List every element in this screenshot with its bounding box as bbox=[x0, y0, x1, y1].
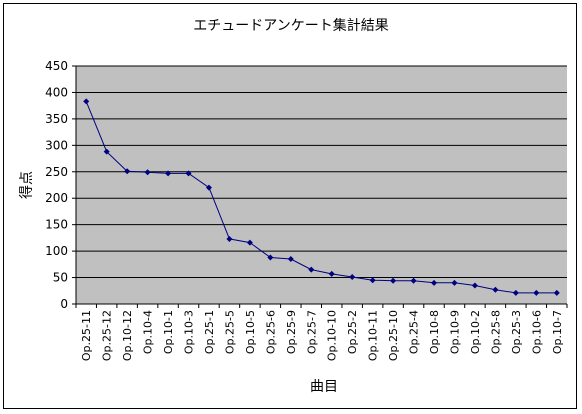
data-point bbox=[144, 169, 151, 176]
x-tick-label: Op.10-2 bbox=[469, 310, 482, 354]
plot-area bbox=[76, 66, 567, 304]
y-tick-label: 300 bbox=[45, 138, 68, 152]
x-tick-label: Op.10-6 bbox=[530, 310, 543, 354]
y-tick-label: 0 bbox=[60, 297, 68, 311]
x-tick-label: Op.25-8 bbox=[489, 310, 502, 354]
x-tick-label: Op.25-11 bbox=[80, 310, 93, 361]
x-tick-label: Op.10-11 bbox=[367, 310, 380, 361]
data-point bbox=[205, 184, 212, 191]
data-point bbox=[246, 239, 253, 246]
x-tick-label: Op.25-12 bbox=[101, 310, 114, 361]
y-tick-label: 200 bbox=[45, 191, 68, 205]
x-tick-label: Op.25-10 bbox=[387, 310, 400, 361]
series bbox=[83, 98, 560, 296]
data-point bbox=[165, 170, 172, 177]
y-tick-labels: 0 50 100 150 200 250 300 350 400 450 bbox=[45, 59, 76, 311]
x-tick-label: Op.10-3 bbox=[183, 310, 196, 354]
y-tick-label: 250 bbox=[45, 165, 68, 179]
x-tick-label: Op.10-9 bbox=[448, 310, 461, 354]
data-point bbox=[553, 289, 560, 296]
x-tick-label: Op.25-4 bbox=[408, 310, 421, 354]
data-point bbox=[267, 254, 274, 261]
y-tick-label: 50 bbox=[53, 271, 68, 285]
y-tick-label: 400 bbox=[45, 85, 68, 99]
data-point bbox=[512, 289, 519, 296]
data-point bbox=[226, 235, 233, 242]
x-tick-label: Op.10-12 bbox=[121, 310, 134, 361]
y-axis-label: 得点 bbox=[18, 171, 35, 199]
data-point bbox=[431, 279, 438, 286]
x-tick-label: Op.10-4 bbox=[142, 310, 155, 354]
x-tick-label: Op.25-6 bbox=[264, 310, 277, 354]
data-point bbox=[83, 98, 90, 105]
grid-lines bbox=[76, 65, 567, 279]
data-point bbox=[328, 270, 335, 277]
y-tick-label: 350 bbox=[45, 112, 68, 126]
x-tick-label: Op.10-8 bbox=[428, 310, 441, 354]
data-point bbox=[308, 266, 315, 273]
y-tick-label: 100 bbox=[45, 244, 68, 258]
x-tick-label: Op.10-10 bbox=[326, 310, 339, 361]
x-tick-label: Op.10-1 bbox=[162, 310, 175, 354]
x-tick-label: Op.10-7 bbox=[551, 310, 564, 354]
data-point bbox=[287, 256, 294, 263]
x-tick-label: Op.25-5 bbox=[223, 310, 236, 354]
x-tick-labels: Op.25-11 Op.25-12 Op.10-12 Op.10-4 Op.10-1 Op… bbox=[75, 304, 568, 361]
data-point bbox=[103, 148, 110, 155]
data-point bbox=[492, 286, 499, 293]
chart-title: エチュードアンケート集計結果 bbox=[193, 17, 388, 34]
data-point bbox=[471, 282, 478, 289]
data-point bbox=[533, 289, 540, 296]
x-axis-label: 曲目 bbox=[310, 379, 338, 395]
x-tick-label: Op.25-9 bbox=[285, 310, 298, 354]
x-tick-label: Op.10-5 bbox=[244, 310, 257, 354]
y-tick-label: 150 bbox=[45, 218, 68, 232]
x-tick-label: Op.25-2 bbox=[346, 310, 359, 354]
data-point bbox=[451, 279, 458, 286]
data-point bbox=[124, 168, 131, 175]
data-point bbox=[410, 277, 417, 284]
x-tick-label: Op.25-7 bbox=[305, 310, 318, 354]
data-point bbox=[369, 277, 376, 284]
data-point bbox=[185, 170, 192, 177]
series-line bbox=[85, 101, 557, 294]
x-tick-label: Op.25-3 bbox=[510, 310, 523, 354]
data-point bbox=[349, 274, 356, 281]
y-tick-label: 450 bbox=[45, 59, 68, 73]
x-tick-label: Op.25-1 bbox=[203, 310, 216, 354]
data-point bbox=[390, 277, 397, 284]
